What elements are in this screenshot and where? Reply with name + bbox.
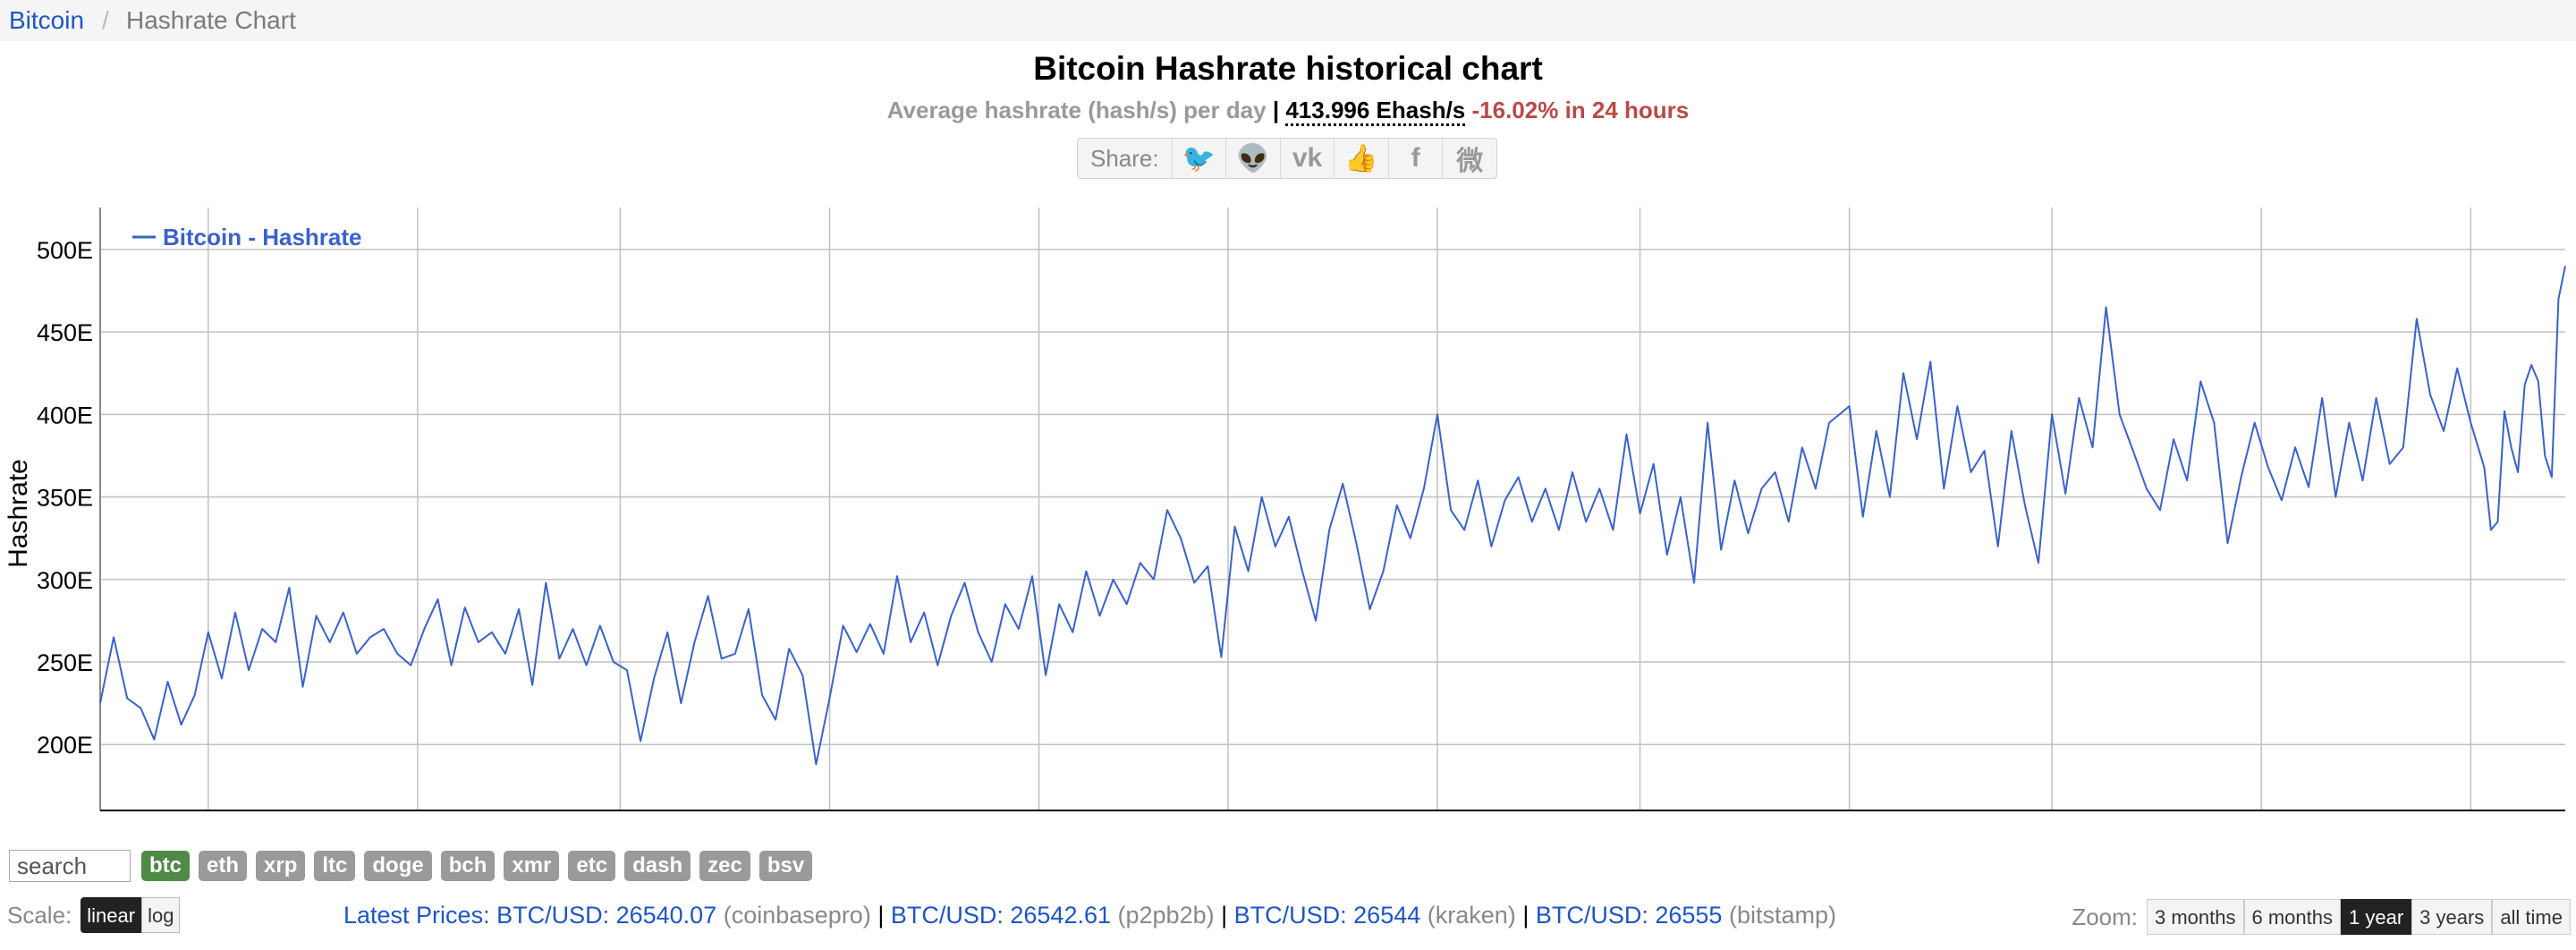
y-tick-label: 250E [37, 649, 93, 676]
latest-prices: Latest Prices: BTC/USD: 26540.07 (coinba… [343, 902, 1836, 929]
y-axis-label: Hashrate [4, 459, 33, 568]
price-source: (bitstamp) [1728, 902, 1836, 929]
chart-grid [99, 208, 2565, 811]
zoom-6-months-button[interactable]: 6 months [2243, 899, 2341, 935]
zoom-all-time-button[interactable]: all time [2492, 899, 2571, 935]
search-input[interactable] [9, 850, 131, 882]
price-source: (p2pb2b) [1117, 902, 1215, 929]
facebook-icon[interactable]: f [1387, 139, 1443, 178]
coin-doge[interactable]: doge [364, 851, 432, 881]
coin-xrp[interactable]: xrp [256, 851, 306, 881]
coin-bsv[interactable]: bsv [758, 851, 813, 881]
breadcrumb-current: Hashrate Chart [126, 6, 296, 34]
y-tick-label: 300E [37, 567, 93, 594]
coin-bch[interactable]: bch [440, 851, 496, 881]
like-icon[interactable]: 👍 [1334, 139, 1388, 178]
legend-label: Bitcoin - Hashrate [163, 224, 362, 250]
currency-selector: btc eth xrp ltc doge bch xmr etc dash ze… [9, 850, 821, 882]
price-pair[interactable]: BTC/USD: 26540.07 [496, 902, 717, 929]
coin-xmr[interactable]: xmr [504, 851, 560, 881]
scale-linear-button[interactable]: linear [80, 897, 142, 933]
y-tick-label: 400E [37, 402, 93, 428]
zoom-control: Zoom: 3 months 6 months 1 year 3 years a… [2072, 899, 2571, 935]
hashrate-change: -16.02% in 24 hours [1471, 97, 1690, 123]
zoom-3-years-button[interactable]: 3 years [2411, 899, 2493, 935]
coin-ltc[interactable]: ltc [314, 851, 356, 881]
current-hashrate-value: 413.996 Ehash/s [1285, 97, 1466, 126]
price-pair[interactable]: BTC/USD: 26542.61 [890, 902, 1111, 929]
price-source: (coinbasepro) [723, 902, 871, 929]
breadcrumb-separator: / [102, 6, 109, 34]
y-tick-label: 350E [37, 485, 93, 512]
price-pair[interactable]: BTC/USD: 26555 [1535, 902, 1723, 929]
scale-control: Scale: linear log [7, 897, 181, 933]
scale-label: Scale: [7, 901, 72, 929]
series-line-hashrate [99, 266, 2566, 766]
zoom-label: Zoom: [2072, 903, 2138, 930]
share-bar: Share: 🐦 👽 vk 👍 f 微 [1077, 138, 1497, 179]
y-tick-label: 500E [37, 237, 93, 264]
y-axis-ticks: 200E 250E 300E 350E 400E 450E 500E [37, 237, 93, 759]
zoom-1-year-button[interactable]: 1 year [2341, 899, 2412, 935]
y-tick-label: 200E [37, 732, 93, 759]
page-subtitle: Average hashrate (hash/s) per day | 413.… [0, 97, 2576, 126]
page-title: Bitcoin Hashrate historical chart [1033, 50, 1543, 87]
coin-etc[interactable]: etc [568, 851, 616, 881]
price-pair[interactable]: BTC/USD: 26544 [1233, 902, 1421, 929]
breadcrumb-bitcoin-link[interactable]: Bitcoin [9, 6, 85, 34]
y-tick-label: 450E [37, 319, 93, 346]
reddit-icon[interactable]: 👽 [1225, 139, 1280, 178]
zoom-3-months-button[interactable]: 3 months [2147, 899, 2244, 935]
price-source: (kraken) [1427, 902, 1516, 929]
weibo-icon[interactable]: 微 [1442, 139, 1496, 178]
breadcrumb: Bitcoin / Hashrate Chart [0, 0, 2576, 41]
twitter-icon[interactable]: 🐦 [1171, 139, 1226, 178]
chart-legend[interactable]: Bitcoin - Hashrate [132, 224, 362, 250]
series-lines [99, 266, 2566, 766]
coin-btc[interactable]: btc [141, 851, 190, 881]
prices-label: Latest Prices: [343, 902, 490, 929]
scale-log-button[interactable]: log [141, 897, 181, 933]
subtitle-prefix: Average hashrate (hash/s) per day [886, 97, 1267, 123]
coin-zec[interactable]: zec [699, 851, 750, 881]
share-label: Share: [1090, 144, 1159, 172]
subtitle-separator: | [1272, 97, 1280, 123]
coin-eth[interactable]: eth [199, 851, 247, 881]
vk-icon[interactable]: vk [1279, 139, 1335, 178]
coin-dash[interactable]: dash [624, 851, 691, 881]
